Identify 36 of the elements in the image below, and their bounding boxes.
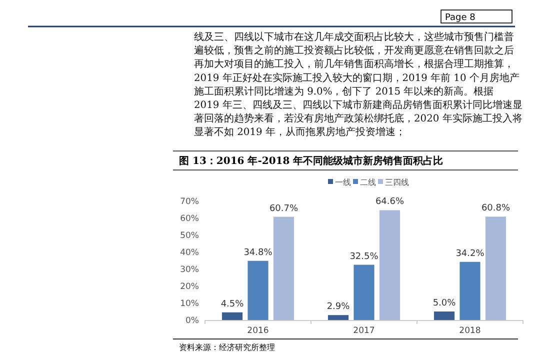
bar: [379, 210, 400, 320]
y-tick-label: 70%: [180, 197, 199, 207]
text: 2.9%: [326, 302, 350, 312]
chart-title: 图 13：2016 年-2018 年不同能级城市新房销售面积占比: [179, 155, 444, 167]
y-tick-label: 30%: [180, 265, 199, 275]
bar: [460, 262, 480, 320]
y-tick-label: 20%: [180, 282, 199, 292]
text: 64.6%: [375, 197, 404, 208]
legend-label: 一线: [335, 178, 351, 187]
x-tick-label: 2016: [247, 326, 269, 336]
legend-label: 三四线: [385, 178, 409, 187]
y-tick-label: 10%: [180, 299, 199, 309]
y-tick-label: 40%: [180, 248, 199, 258]
bar: [485, 216, 506, 320]
text: 4.5%: [220, 299, 244, 310]
y-tick-label: 50%: [180, 231, 199, 241]
text: 60.8%: [481, 204, 510, 214]
text: 5.0%: [432, 298, 456, 308]
text: 34.8%: [244, 248, 272, 258]
x-tick-label: 2017: [353, 326, 375, 336]
text: 60.7%: [269, 204, 298, 214]
y-tick-label: 0%: [186, 316, 199, 326]
bar: [328, 315, 349, 320]
x-tick-label: 2018: [459, 326, 481, 336]
legend-label: 二线: [360, 178, 376, 187]
bar: [354, 264, 374, 320]
bar: [222, 312, 243, 320]
bar: [273, 216, 294, 320]
text: 线及三、四线以下城市在这几年成交面积占比较大，这些城市预售门槛普遍较低，预售之前的施工投资额占比较低，开发商更愿意在销售回款之后再加大对项目的施工投入，前几年销售面积高增长，根据合理工期推算，2019 年正好处在实际施工投入较大的窗口期，2019 年前 10 个月房地产施工面积累计同比增速为 9.0%，创下了 2015 年以来的新高。根据 2019 年三、四线及三、四线以下城市新建商品房销售面积累计同比增速显著回落的趋势来看，若没有房地产政策松绑托底，2020 年实际施工投入将显著不如 2019 年，从而拖累房地产投资增速；: [194, 31, 522, 138]
text: 34.2%: [456, 248, 484, 259]
text: Page 8: [445, 13, 476, 23]
text: 32.5%: [350, 252, 378, 262]
bar: [248, 260, 268, 320]
y-tick-label: 60%: [180, 214, 199, 224]
text: 资料来源：经济研究所整理: [179, 343, 275, 352]
bar: [434, 312, 455, 320]
